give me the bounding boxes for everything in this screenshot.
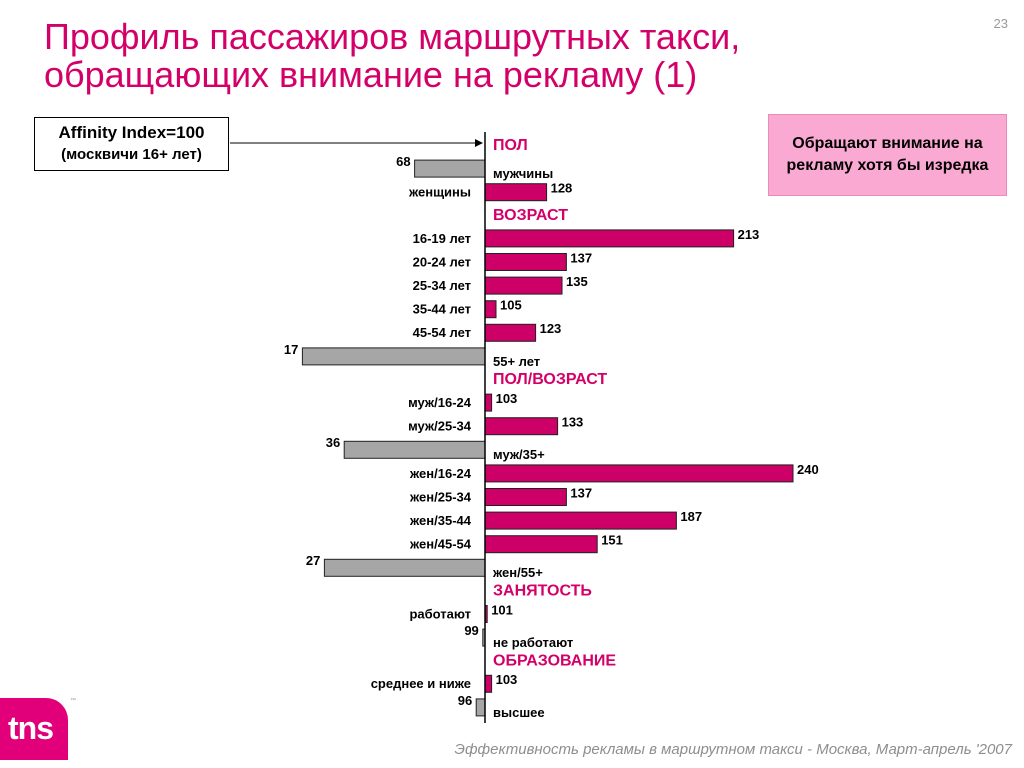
- affinity-index-label: Affinity Index=100: [58, 123, 205, 142]
- bar-above: [484, 674, 493, 693]
- affinity-index-box: Affinity Index=100 (москвичи 16+ лет): [34, 117, 229, 171]
- category-label: среднее и ниже: [371, 676, 471, 691]
- value-label: 99: [464, 623, 478, 638]
- category-label: работают: [409, 606, 471, 621]
- category-label: жен/25-34: [409, 489, 472, 504]
- category-label: 35-44 лет: [413, 302, 471, 317]
- bar-below: [475, 698, 486, 717]
- group-title: ПОЛ: [493, 137, 528, 154]
- group-title: ЗАНЯТОСТЬ: [493, 583, 592, 600]
- value-label: 133: [562, 415, 584, 430]
- group-title: ПОЛ/ВОЗРАСТ: [493, 371, 607, 388]
- category-label: 55+ лет: [493, 354, 540, 369]
- category-label: 16-19 лет: [413, 231, 471, 246]
- value-label: 137: [570, 485, 592, 500]
- slide-number: 23: [993, 16, 1008, 31]
- footer-source: Эффективность рекламы в маршрутном такси…: [454, 741, 1012, 758]
- category-label: 25-34 лет: [413, 278, 471, 293]
- group-title: ВОЗРАСТ: [493, 207, 568, 224]
- value-label: 105: [500, 298, 522, 313]
- bar-below: [414, 159, 486, 178]
- affinity-arrow-head: [475, 139, 483, 147]
- value-label: 240: [797, 462, 819, 477]
- category-label: женщины: [408, 185, 471, 200]
- affinity-base-label: (москвичи 16+ лет): [61, 146, 202, 163]
- value-label: 213: [738, 227, 760, 242]
- category-label: жен/55+: [492, 565, 543, 580]
- category-label: жен/35-44: [409, 513, 472, 528]
- bar-above: [484, 183, 548, 202]
- legend-box: Обращают внимание на рекламу хотя бы изр…: [768, 114, 1007, 196]
- tns-logo: tns ™: [0, 698, 76, 760]
- logo-text: tns: [8, 710, 54, 746]
- group-title: ОБРАЗОВАНИЕ: [493, 652, 616, 669]
- value-label: 101: [491, 602, 513, 617]
- value-label: 68: [396, 154, 410, 169]
- category-label: жен/45-54: [409, 537, 472, 552]
- category-label: 20-24 лет: [413, 254, 471, 269]
- category-label: муж/35+: [493, 447, 545, 462]
- legend-text: Обращают внимание на рекламу хотя бы изр…: [786, 135, 989, 174]
- category-label: муж/16-24: [408, 395, 472, 410]
- bar-above: [484, 464, 794, 483]
- bar-above: [484, 276, 563, 295]
- category-label: 45-54 лет: [413, 325, 471, 340]
- category-label: муж/25-34: [408, 419, 472, 434]
- bar-below: [301, 347, 486, 366]
- value-label: 187: [680, 509, 702, 524]
- bar-below: [323, 558, 486, 577]
- value-label: 151: [601, 533, 623, 548]
- value-label: 137: [570, 250, 592, 265]
- bar-below: [343, 440, 486, 459]
- bar-above: [484, 323, 537, 342]
- bar-above: [484, 417, 559, 436]
- value-label: 17: [284, 342, 298, 357]
- value-label: 135: [566, 274, 588, 289]
- bar-above: [484, 253, 567, 271]
- value-label: 103: [496, 391, 518, 406]
- page-title: Профиль пассажиров маршрутных такси, обр…: [44, 16, 741, 95]
- bar-above: [484, 393, 493, 412]
- category-label: не работают: [493, 635, 573, 650]
- bar-above: [484, 511, 677, 530]
- category-label: высшее: [493, 705, 545, 720]
- bar-above: [484, 229, 735, 248]
- value-label: 128: [551, 181, 573, 196]
- value-label: 96: [458, 693, 472, 708]
- value-label: 27: [306, 553, 320, 568]
- category-label: мужчины: [493, 166, 553, 181]
- value-label: 123: [540, 321, 562, 336]
- bar-above: [484, 488, 567, 506]
- value-label: 36: [326, 435, 340, 450]
- bar-above: [484, 535, 598, 554]
- category-label: жен/16-24: [409, 466, 472, 481]
- bar-above: [484, 300, 497, 319]
- value-label: 103: [496, 672, 518, 687]
- logo-trademark: ™: [70, 698, 76, 704]
